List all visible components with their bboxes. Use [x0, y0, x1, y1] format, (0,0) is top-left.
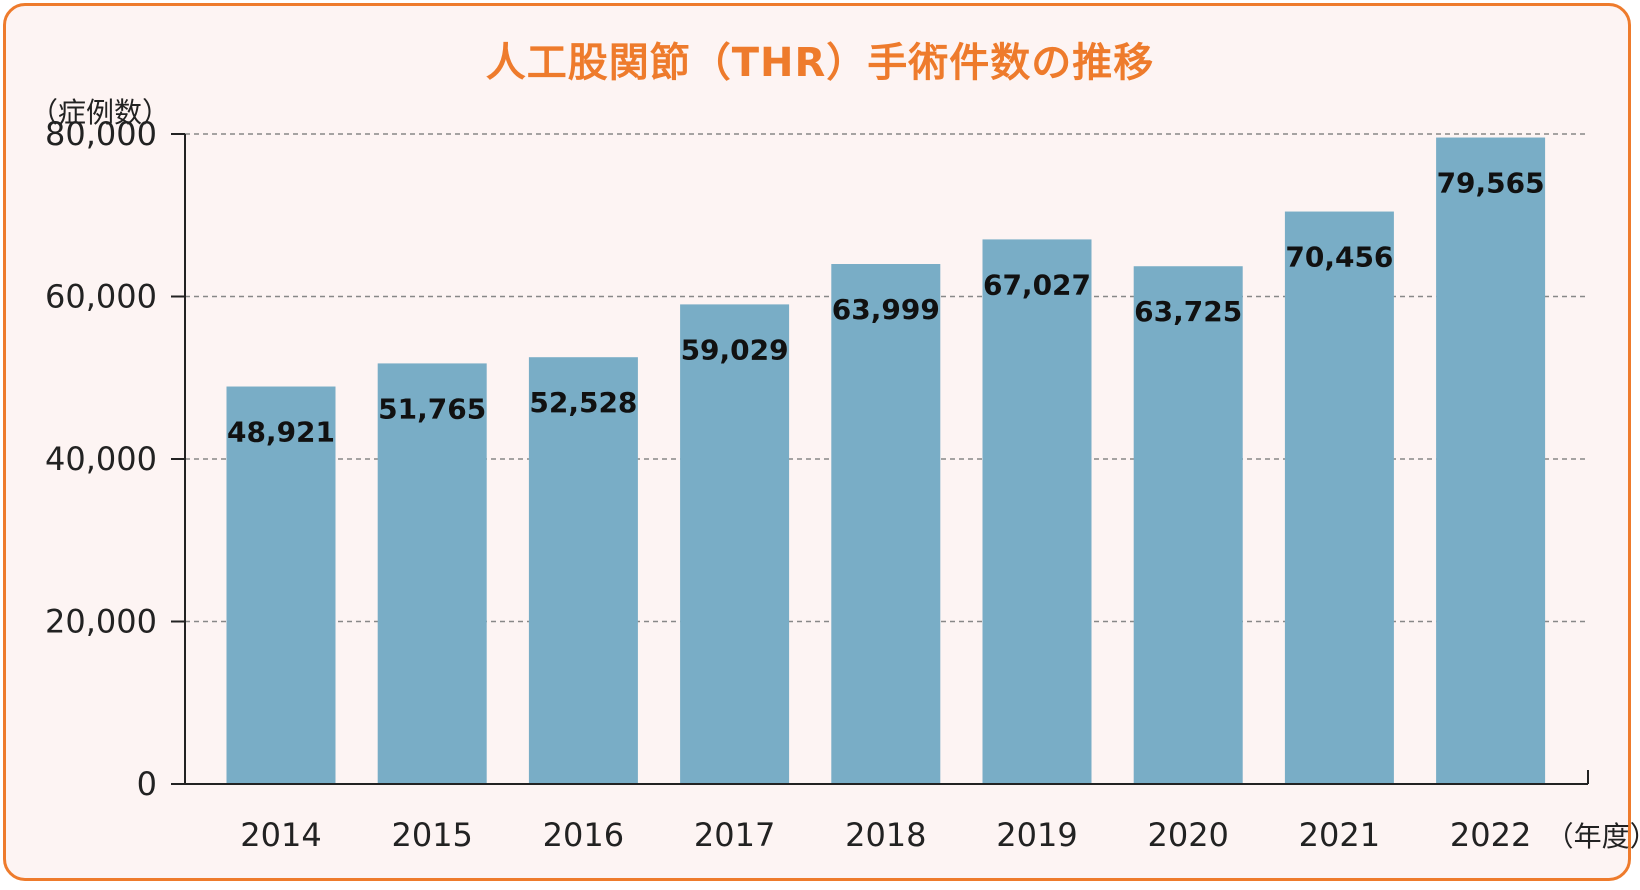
value-label-2016: 52,528: [529, 386, 637, 419]
value-label-2019: 67,027: [983, 268, 1091, 301]
bars: [226, 137, 1546, 785]
x-tick-label-2018: 2018: [845, 816, 926, 854]
y-tick-label: 20,000: [45, 603, 157, 641]
x-axis-label: （年度）: [1546, 820, 1640, 853]
value-label-2018: 63,999: [832, 293, 940, 326]
bar-2021: [1284, 211, 1394, 785]
x-tick-label-2015: 2015: [391, 816, 472, 854]
value-label-2020: 63,725: [1134, 295, 1242, 328]
bar-2022: [1436, 137, 1546, 785]
x-tick-label-2017: 2017: [694, 816, 775, 854]
y-tick-label: 80,000: [45, 115, 157, 153]
x-tick-label-2021: 2021: [1299, 816, 1380, 854]
bar-2018: [831, 264, 941, 784]
value-label-2017: 59,029: [681, 333, 789, 366]
bar-2017: [680, 304, 790, 784]
y-tick-label: 60,000: [45, 278, 157, 316]
x-tick-label-2020: 2020: [1147, 816, 1228, 854]
bar-2019: [982, 239, 1092, 784]
y-tick-label: 0: [137, 765, 157, 803]
value-label-2015: 51,765: [378, 392, 486, 425]
bar-2014: [226, 386, 336, 784]
x-tick-label-2019: 2019: [996, 816, 1077, 854]
x-tick-label-2022: 2022: [1450, 816, 1531, 854]
value-label-2022: 79,565: [1437, 167, 1545, 200]
bar-2015: [377, 363, 487, 784]
x-tick-label-2016: 2016: [543, 816, 624, 854]
x-tick-labels: 2014 2015 2016 2017 2018 2019 2020 2021 2022 （年度）: [240, 816, 1640, 854]
y-axis-label: （症例数）: [30, 96, 170, 129]
axes: [171, 133, 1589, 785]
bar-2020: [1133, 266, 1243, 784]
value-labels: 48,921 51,765 52,528 59,029 63,999 67,027 63,7…: [227, 167, 1545, 449]
y-tick-label: 40,000: [45, 440, 157, 478]
chart-title: 人工股関節（THR）手術件数の推移: [485, 40, 1155, 86]
bar-2016: [528, 357, 638, 784]
x-tick-label-2014: 2014: [240, 816, 321, 854]
value-label-2014: 48,921: [227, 416, 335, 449]
y-tick-labels: 0 20,000 40,000 60,000 80,000: [45, 115, 157, 803]
value-label-2021: 70,456: [1285, 241, 1393, 274]
